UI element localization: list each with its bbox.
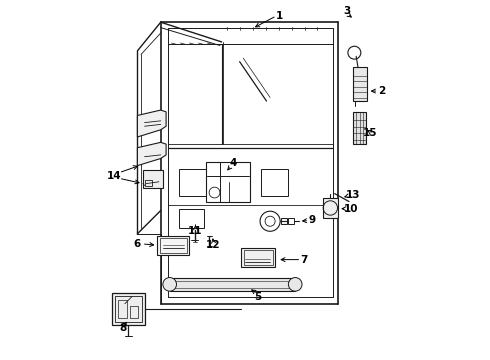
Text: 8: 8 — [120, 324, 127, 333]
Bar — [244, 250, 273, 265]
Text: 1: 1 — [275, 11, 283, 21]
Bar — [157, 235, 190, 255]
Text: 10: 10 — [343, 204, 358, 214]
Bar — [160, 238, 187, 253]
Text: 3: 3 — [343, 6, 351, 17]
Polygon shape — [137, 110, 166, 137]
Text: 13: 13 — [345, 190, 360, 200]
Bar — [353, 67, 367, 101]
Bar — [288, 218, 294, 225]
Bar — [179, 169, 205, 196]
Bar — [129, 306, 139, 318]
Polygon shape — [137, 142, 166, 166]
Text: 6: 6 — [134, 239, 141, 249]
Text: 14: 14 — [106, 171, 121, 181]
Text: 4: 4 — [230, 158, 237, 168]
Bar — [205, 162, 250, 202]
Bar — [261, 169, 288, 196]
Bar — [118, 300, 126, 318]
Bar — [115, 296, 142, 322]
Bar — [112, 293, 145, 325]
Bar — [179, 209, 204, 228]
Text: 12: 12 — [206, 240, 220, 250]
Bar — [281, 218, 287, 225]
Bar — [353, 112, 366, 144]
Bar — [170, 278, 295, 291]
Bar — [323, 198, 338, 218]
Text: 5: 5 — [254, 292, 261, 302]
Bar — [143, 170, 163, 188]
Text: 11: 11 — [188, 226, 203, 236]
Circle shape — [163, 278, 176, 291]
Text: 7: 7 — [300, 255, 308, 265]
Bar — [146, 180, 152, 186]
Text: 15: 15 — [363, 128, 377, 138]
Text: 2: 2 — [378, 86, 385, 96]
Text: 9: 9 — [309, 215, 316, 225]
Circle shape — [289, 278, 302, 291]
Bar — [242, 248, 275, 267]
